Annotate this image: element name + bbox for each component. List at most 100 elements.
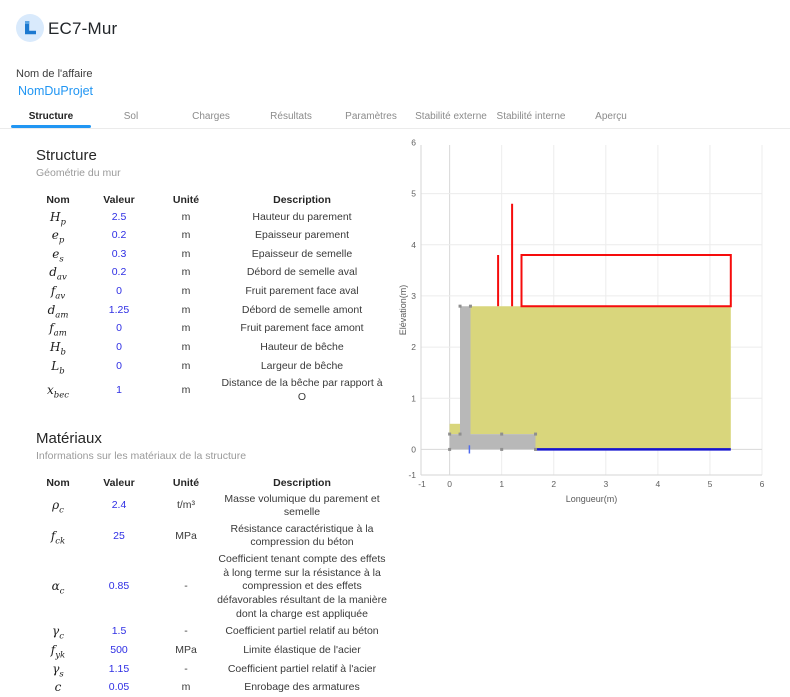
param-value-field[interactable]: 0 [116, 359, 122, 372]
param-symbol: γc [52, 624, 64, 642]
tab-structure[interactable]: Structure [11, 106, 91, 128]
param-value-field[interactable]: 1.15 [108, 662, 130, 675]
vertex-marker [458, 432, 462, 436]
table-row: Hp 2.5 m Hauteur du parement [36, 208, 390, 227]
param-value-field[interactable]: 500 [110, 643, 128, 656]
section-title: Matériaux [36, 430, 102, 448]
table-header-row: Nom Valeur Unité Description [36, 192, 390, 208]
x-tick-label: 4 [656, 479, 661, 489]
project-name-input[interactable]: NomDuProjet [18, 84, 94, 98]
param-description: Limite élastique de l'acier [243, 643, 361, 656]
param-description: Fruit parement face aval [245, 285, 359, 298]
param-symbol: fck [50, 528, 66, 547]
param-description: Coefficient tenant compte des effets à l… [217, 553, 387, 620]
param-value-field[interactable]: 0.05 [108, 681, 130, 694]
param-unit: - [184, 662, 188, 675]
table-row: dav 0.2 m Débord de semelle aval [36, 264, 390, 283]
param-value-field[interactable]: 0.85 [108, 580, 130, 593]
table-row: fyk 500 MPa Limite élastique de l'acier [36, 641, 390, 660]
param-symbol: Hb [50, 339, 66, 358]
param-symbol: dav [49, 265, 67, 283]
param-unit: m [181, 247, 191, 260]
param-value-field[interactable]: 25 [113, 529, 125, 542]
param-value-field[interactable]: 2.5 [111, 210, 127, 223]
x-tick-label: 0 [447, 479, 452, 489]
section-structure: Structure Géométrie du mur Nom Valeur Unité D… [36, 147, 390, 406]
tab-stabilite-interne[interactable]: Stabilité interne [496, 111, 566, 122]
table-row: ep 0.2 m Epaisseur parement [36, 227, 390, 246]
tab-apercu[interactable]: Aperçu [595, 111, 627, 122]
param-symbol: γs [52, 661, 64, 679]
param-symbol: fyk [50, 642, 66, 661]
param-value-field[interactable]: 1.5 [111, 625, 127, 638]
vertex-marker [468, 304, 472, 308]
param-value-field[interactable]: 0.2 [111, 266, 127, 279]
column-header: Description [273, 477, 331, 490]
param-value-field[interactable]: 0.2 [111, 229, 127, 242]
tab-sol[interactable]: Sol [123, 111, 139, 122]
param-description: Résistance caractéristique à la compress… [230, 522, 374, 549]
x-tick-label: 6 [760, 479, 765, 489]
y-tick-label: 4 [411, 240, 416, 250]
param-unit: m [181, 266, 191, 279]
param-description: Hauteur du parement [252, 210, 352, 223]
param-unit: m [181, 210, 191, 223]
param-unit: t/m³ [176, 499, 196, 512]
param-description: Distance de la bêche par rapport à O [221, 377, 383, 403]
param-unit: m [181, 285, 191, 298]
y-tick-label: 6 [411, 138, 416, 147]
y-tick-label: 1 [411, 393, 416, 403]
column-header: Unité [172, 194, 200, 206]
param-symbol: xbec [46, 383, 69, 401]
param-symbol: fam [49, 321, 67, 339]
param-description: Débord de semelle aval [246, 266, 358, 279]
tab-stabilite-externe[interactable]: Stabilité externe [415, 111, 487, 122]
param-value-field[interactable]: 2.4 [111, 499, 127, 512]
table-row: Lb 0 m Largeur de bêche [36, 357, 390, 376]
param-symbol: Hp [50, 209, 66, 227]
table-row: fav 0 m Fruit parement face aval [36, 283, 390, 302]
param-value-field[interactable]: 0 [116, 322, 122, 335]
vertex-marker [534, 447, 538, 451]
param-symbol: c [54, 680, 62, 695]
param-value-field[interactable]: 0.3 [111, 247, 127, 260]
x-tick-label: 2 [551, 479, 556, 489]
x-tick-label: 1 [499, 479, 504, 489]
tab-bar: Structure Sol Charges Résultats Paramètres St… [0, 106, 790, 129]
param-symbol: fav [50, 284, 66, 302]
param-description: Enrobage des armatures [244, 681, 360, 694]
tab-charges[interactable]: Charges [192, 111, 230, 122]
mur-beton [449, 306, 536, 450]
wall-geometry-chart: -1 0 1 2 3 4 5 6 -1 0 1 2 3 4 5 6 Longueur(m) Elévation(m… [398, 138, 765, 504]
param-unit: MPa [175, 643, 197, 656]
column-header: Nom [46, 477, 70, 490]
x-tick-label: 5 [708, 479, 713, 489]
param-unit: m [181, 340, 191, 353]
table-header-row: Nom Valeur Unité Description [36, 475, 390, 491]
table-row: xbec 1 m Distance de la bêche par rapport à… [36, 376, 390, 406]
param-unit: - [184, 625, 188, 638]
param-value-field[interactable]: 1.25 [108, 303, 130, 316]
y-tick-label: 2 [411, 342, 416, 352]
tab-resultats[interactable]: Résultats [270, 111, 312, 122]
y-tick-label: 3 [411, 291, 416, 301]
vertex-marker [448, 432, 452, 436]
param-description: Largeur de bêche [260, 359, 344, 372]
tab-parametres[interactable]: Paramètres [345, 111, 397, 122]
column-header: Nom [46, 194, 70, 206]
vertex-marker [534, 432, 538, 436]
param-unit: m [181, 359, 191, 372]
param-value-field[interactable]: 1 [116, 384, 122, 397]
param-description: Coefficient partiel relatif au béton [225, 625, 379, 638]
column-header: Valeur [103, 194, 135, 206]
vertex-marker [500, 432, 504, 436]
column-header: Description [273, 194, 331, 206]
table-row: es 0.3 m Epaisseur de semelle [36, 245, 390, 264]
param-value-field[interactable]: 0 [116, 285, 122, 298]
table-row: fam 0 m Fruit parement face amont [36, 320, 390, 339]
param-description: Epaisseur de semelle [251, 247, 353, 260]
param-value-field[interactable]: 0 [116, 340, 122, 353]
section-title: Structure [36, 147, 97, 164]
param-symbol: αc [51, 579, 65, 597]
x-tick-label: 3 [603, 479, 608, 489]
